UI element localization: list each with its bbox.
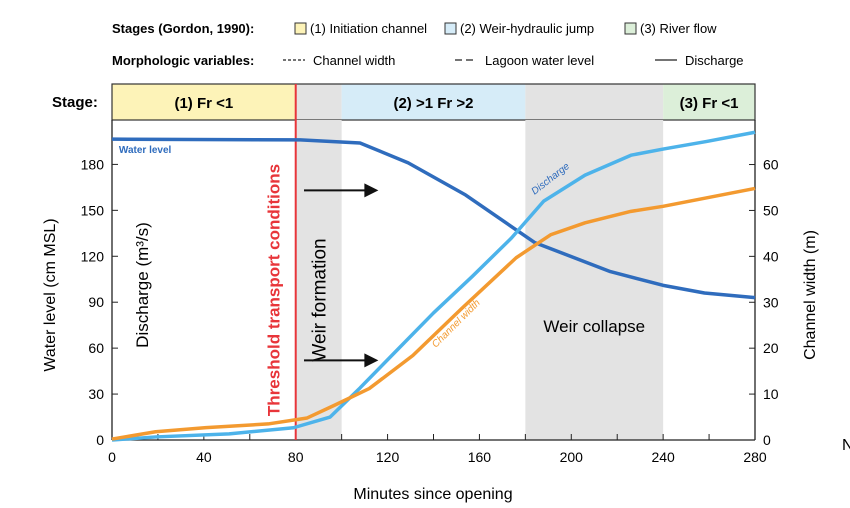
y-right-tick-label: 40	[763, 248, 779, 264]
y-right-tick-label: 10	[763, 386, 779, 402]
y-right-tick-label: 0	[763, 432, 771, 448]
y-left-tick-label: 60	[88, 340, 104, 356]
stage-segment-label: (3) Fr <1	[680, 95, 739, 112]
legend: Stages (Gordon, 1990): (1) Initiation ch…	[112, 21, 744, 68]
y-right-tick-label: 20	[763, 340, 779, 356]
series-label-channel-width: Channel width	[430, 297, 483, 350]
arrow-head	[364, 353, 379, 368]
x-tick-label: 80	[288, 449, 304, 465]
x-tick-label: 200	[560, 449, 584, 465]
y-left-tick-label: 150	[81, 202, 105, 218]
stage-segment	[295, 84, 342, 120]
y-left-tick-label: 120	[81, 248, 105, 264]
legend-variable-label: Discharge	[685, 53, 744, 68]
x-tick-label: 240	[651, 449, 675, 465]
plot-area: Weir formation Weir collapse 0 40 80 120 160 20…	[81, 84, 779, 465]
y-axis-right-label: Channel width (m)	[802, 230, 819, 360]
arrow-head	[364, 183, 379, 198]
stage-segment	[525, 84, 664, 120]
threshold-label: Threshold transport conditions	[265, 164, 284, 416]
legend-stage-label: (1) Initiation channel	[310, 21, 427, 36]
shaded-region	[295, 120, 342, 440]
legend-stage-label: (2) Weir-hydraulic jump	[460, 21, 594, 36]
y-left-tick-label: 180	[81, 156, 105, 172]
y-left-tick-label: 0	[96, 432, 104, 448]
stage-bar-label: Stage:	[52, 94, 98, 111]
y-right-tick-label: 30	[763, 294, 779, 310]
region-label-weir-formation: Weir formation	[310, 238, 331, 361]
y-axis-left-inner-label: Discharge (m³/s)	[133, 222, 152, 348]
y-axis-left-label: Water level (cm MSL)	[42, 218, 59, 371]
stage-bar: (1) Fr <1 (2) >1 Fr >2 (3) Fr <1	[111, 83, 756, 121]
legend-stages-title: Stages (Gordon, 1990):	[112, 21, 254, 36]
legend-variable-label: Channel width	[313, 53, 395, 68]
stage-segment-label: (1) Fr <1	[174, 95, 233, 112]
series-label-water-level: Water level	[119, 145, 172, 156]
x-tick-label: 160	[468, 449, 492, 465]
legend-variables-title: Morphologic variables:	[112, 53, 254, 68]
y-left-tick-label: 90	[88, 294, 104, 310]
legend-stage-label: (3) River flow	[640, 21, 717, 36]
stage-segment	[112, 84, 296, 120]
x-axis-label: Minutes since opening	[353, 486, 512, 503]
stage-segment	[341, 84, 526, 120]
stage-bar-border	[111, 83, 756, 121]
x-tick-label: 280	[743, 449, 767, 465]
legend-variable-label: Lagoon water level	[485, 53, 594, 68]
legend-stage-swatch	[624, 22, 637, 35]
y-left-tick-label: 30	[88, 386, 104, 402]
x-tick-label: 40	[196, 449, 212, 465]
y-right-tick-label: 50	[763, 202, 779, 218]
x-tick-label: 0	[108, 449, 116, 465]
series-line-discharge	[111, 130, 756, 442]
x-tick-label: 120	[376, 449, 400, 465]
stage-segment-label: (2) >1 Fr >2	[393, 95, 473, 112]
legend-stage-swatch	[294, 22, 307, 35]
stage-segment	[663, 84, 755, 120]
legend-stage-swatch	[444, 22, 457, 35]
stray-text: N	[842, 437, 850, 454]
region-label-weir-collapse: Weir collapse	[543, 317, 645, 336]
series-line-water-level	[111, 137, 756, 300]
y-right-tick-label: 60	[763, 157, 779, 173]
